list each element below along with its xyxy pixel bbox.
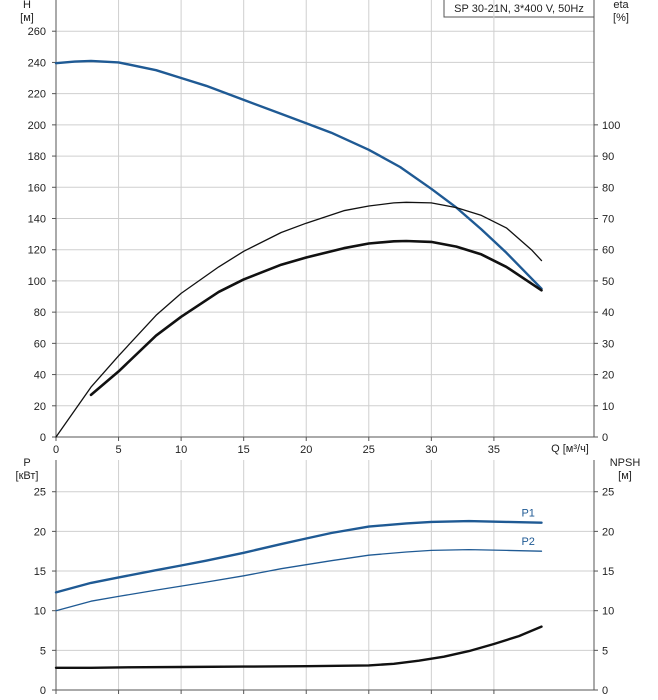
top-left-tick-label: 140 — [28, 214, 46, 226]
top-left-tick-label: 260 — [28, 26, 46, 38]
x-tick-label: 15 — [238, 444, 250, 456]
series-line-p1 — [54, 519, 543, 594]
top-right-tick-label: 80 — [602, 182, 614, 194]
bottom-left-axis-unit: [кВт] — [16, 470, 39, 482]
top-right-tick-label: 50 — [602, 276, 614, 288]
series-line-eta-pump — [55, 201, 543, 438]
bottom-right-tick-label: 10 — [602, 606, 614, 618]
top-left-tick-label: 180 — [28, 151, 46, 163]
bottom-left-tick-label: 5 — [40, 645, 46, 657]
bottom-left-tick-label: 0 — [40, 685, 46, 697]
top-right-tick-label: 0 — [602, 432, 608, 444]
top-right-tick-label: 60 — [602, 245, 614, 257]
x-tick-label: 5 — [115, 444, 121, 456]
x-tick-label: 35 — [488, 444, 500, 456]
top-right-tick-label: 20 — [602, 370, 614, 382]
series-line-p2 — [55, 548, 543, 612]
top-right-tick-label: 70 — [602, 214, 614, 226]
series-label-p2: P2 — [521, 536, 534, 548]
bottom-right-tick-label: 0 — [602, 685, 608, 697]
series-line-h — [54, 59, 543, 290]
series-line-npsh — [54, 625, 543, 669]
top-left-tick-label: 200 — [28, 120, 46, 132]
top-left-tick-label: 40 — [34, 370, 46, 382]
bottom-left-tick-label: 20 — [34, 526, 46, 538]
bottom-panel: P [кВт] NPSH [м] 0 5 10 15 20 25 0 5 10 15 20 25 P1 P… — [16, 457, 641, 697]
top-left-tick-label: 160 — [28, 182, 46, 194]
top-x-axis-label: Q [м³/ч] — [551, 443, 589, 455]
top-left-tick-label: 60 — [34, 338, 46, 350]
top-left-tick-label: 240 — [28, 57, 46, 69]
top-left-tick-label: 220 — [28, 89, 46, 101]
bottom-grid — [56, 460, 594, 690]
top-right-tick-label: 10 — [602, 401, 614, 413]
top-right-axis-label: eta — [613, 0, 629, 11]
top-right-tick-label: 100 — [602, 120, 620, 132]
top-panel: H [м] eta [%] SP 30-21N, 3*400 V, 50Hz Q… — [20, 0, 630, 456]
chart-title: SP 30-21N, 3*400 V, 50Hz — [454, 3, 584, 15]
bottom-right-tick-label: 5 — [602, 645, 608, 657]
bottom-left-tick-label: 10 — [34, 606, 46, 618]
x-tick-label: 0 — [53, 444, 59, 456]
bottom-right-tick-label: 25 — [602, 487, 614, 499]
top-left-tick-label: 20 — [34, 401, 46, 413]
x-tick-label: 20 — [300, 444, 312, 456]
top-left-tick-label: 0 — [40, 432, 46, 444]
series-label-p1: P1 — [521, 508, 534, 520]
top-right-tick-label: 30 — [602, 338, 614, 350]
bottom-left-tick-label: 25 — [34, 487, 46, 499]
bottom-left-tick-label: 15 — [34, 566, 46, 578]
top-right-tick-label: 90 — [602, 151, 614, 163]
top-left-axis-unit: [м] — [20, 12, 34, 24]
x-tick-label: 10 — [175, 444, 187, 456]
top-left-axis-label: H — [23, 0, 31, 11]
bottom-right-tick-label: 15 — [602, 566, 614, 578]
top-grid — [56, 0, 594, 437]
x-tick-label: 30 — [425, 444, 437, 456]
bottom-right-axis-unit: [м] — [618, 470, 632, 482]
bottom-right-tick-label: 20 — [602, 526, 614, 538]
top-left-tick-label: 80 — [34, 307, 46, 319]
bottom-right-axis-label: NPSH — [610, 457, 641, 469]
bottom-left-axis-label: P — [23, 457, 30, 469]
top-right-axis-unit: [%] — [613, 12, 629, 24]
series-line-eta-total — [89, 239, 543, 397]
top-left-tick-label: 120 — [28, 245, 46, 257]
x-tick-label: 25 — [363, 444, 375, 456]
top-right-tick-label: 40 — [602, 307, 614, 319]
top-left-tick-label: 100 — [28, 276, 46, 288]
